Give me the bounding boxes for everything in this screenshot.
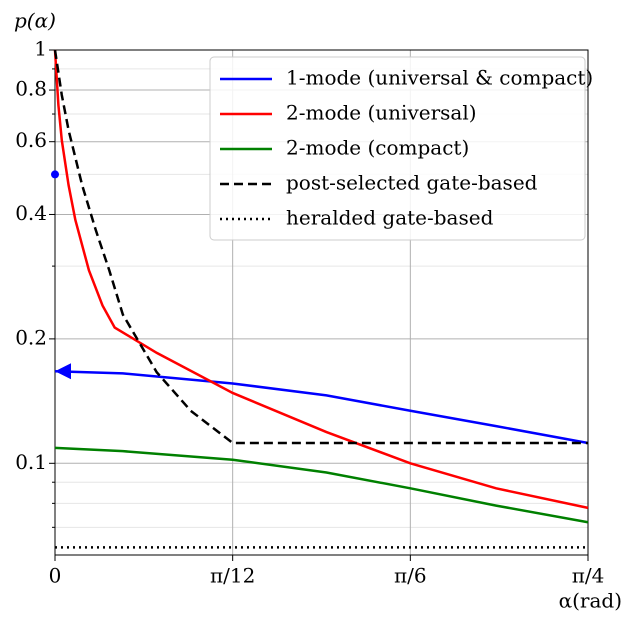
y-tick-label: 0.6 [15, 128, 47, 152]
y-tick-label: 1 [34, 37, 47, 61]
legend-label: 2-mode (compact) [286, 136, 469, 160]
point [51, 170, 59, 179]
legend-label: 1-mode (universal & compact) [286, 66, 593, 90]
y-tick-label: 0.2 [15, 325, 47, 349]
plot-frame [54, 49, 589, 556]
x-tick-label: 0 [49, 564, 62, 588]
x-tick-label: π/12 [210, 564, 255, 588]
x-tick-label: π/4 [572, 564, 605, 588]
legend-label: 2-mode (universal) [286, 101, 477, 125]
series-line [54, 446, 589, 524]
y-axis-label: p(α) [14, 9, 56, 33]
series-line [53, 49, 588, 445]
y-tick-label: 0.1 [15, 450, 47, 474]
arrow-head [55, 363, 71, 380]
x-tick-label: π/6 [394, 564, 427, 588]
legend-label: heralded gate-based [286, 206, 494, 230]
legend-label: post-selected gate-based [286, 171, 538, 195]
series-line [53, 49, 589, 510]
y-tick-label: 0.8 [15, 77, 47, 101]
x-axis-label: α(rad) [559, 589, 622, 613]
legend-box [209, 56, 586, 241]
series-line [54, 370, 589, 445]
y-tick-label: 0.4 [15, 201, 47, 225]
